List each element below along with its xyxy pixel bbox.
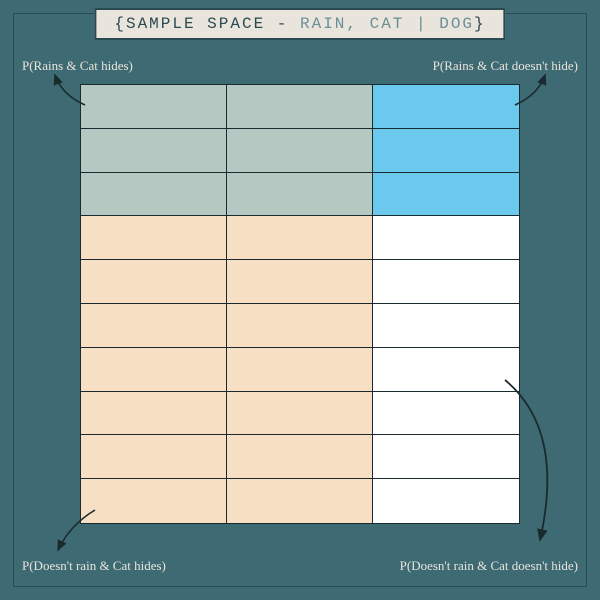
grid-cell xyxy=(373,348,519,392)
grid-cell xyxy=(81,304,227,348)
grid-cell xyxy=(373,392,519,436)
grid-cell xyxy=(227,392,373,436)
grid-cell xyxy=(227,173,373,217)
title-variables: RAIN, CAT | DOG xyxy=(300,15,474,33)
grid-cell xyxy=(81,392,227,436)
grid-cell xyxy=(373,173,519,217)
grid-cell xyxy=(373,479,519,523)
grid-cell xyxy=(373,216,519,260)
label-bottom-left: P(Doesn't rain & Cat hides) xyxy=(22,558,166,574)
grid-cell xyxy=(227,216,373,260)
label-top-left: P(Rains & Cat hides) xyxy=(22,58,133,74)
title-box: {SAMPLE SPACE - RAIN, CAT | DOG} xyxy=(94,8,505,40)
grid-cell xyxy=(81,479,227,523)
grid-cell xyxy=(227,304,373,348)
grid-cell xyxy=(227,479,373,523)
grid-cell xyxy=(373,260,519,304)
title-suffix: } xyxy=(474,15,486,33)
grid-cell xyxy=(227,435,373,479)
grid-cell xyxy=(373,129,519,173)
grid-cell xyxy=(81,348,227,392)
grid-cell xyxy=(373,85,519,129)
grid-cell xyxy=(227,260,373,304)
grid-cell xyxy=(227,85,373,129)
grid-cell xyxy=(81,260,227,304)
grid-cell xyxy=(227,129,373,173)
grid-cell xyxy=(81,435,227,479)
grid-cell xyxy=(373,304,519,348)
title-prefix: {SAMPLE SPACE - xyxy=(114,15,300,33)
probability-grid xyxy=(80,84,520,524)
label-top-right: P(Rains & Cat doesn't hide) xyxy=(433,58,578,74)
grid-cell xyxy=(227,348,373,392)
grid-cell xyxy=(373,435,519,479)
label-bottom-right: P(Doesn't rain & Cat doesn't hide) xyxy=(400,558,578,574)
grid-cell xyxy=(81,173,227,217)
grid-cell xyxy=(81,216,227,260)
grid-cell xyxy=(81,85,227,129)
grid-cell xyxy=(81,129,227,173)
